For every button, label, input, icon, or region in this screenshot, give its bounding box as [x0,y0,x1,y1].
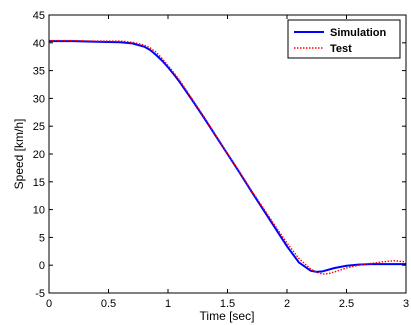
y-tick-label: 5 [39,232,45,244]
y-tick-label: 0 [39,260,45,272]
y-tick-label: 15 [33,177,45,189]
y-tick-label: 20 [33,149,45,161]
x-tick-label: 3 [403,298,409,310]
y-tick-label: 40 [33,38,45,50]
x-tick-label: 1 [165,298,171,310]
series-lines [49,41,406,275]
legend-label-test: Test [330,43,352,55]
series-line-test [49,41,406,275]
y-tick-label: 45 [33,10,45,22]
y-tick-label: -5 [35,288,45,300]
legend: Simulation Test [288,20,400,58]
y-tick-label: 10 [33,205,45,217]
x-tick-label: 2 [284,298,290,310]
y-tick-label: 35 [33,66,45,78]
y-axis-label: Speed [km/h] [12,119,26,190]
legend-label-simulation: Simulation [330,27,387,39]
series-line-simulation [49,41,406,272]
x-axis-label: Time [sec] [200,309,255,323]
x-tick-label: 0 [46,298,52,310]
y-tick-label: 25 [33,121,45,133]
y-tick-label: 30 [33,93,45,105]
x-tick-label: 2.5 [339,298,354,310]
x-tick-label: 0.5 [101,298,116,310]
